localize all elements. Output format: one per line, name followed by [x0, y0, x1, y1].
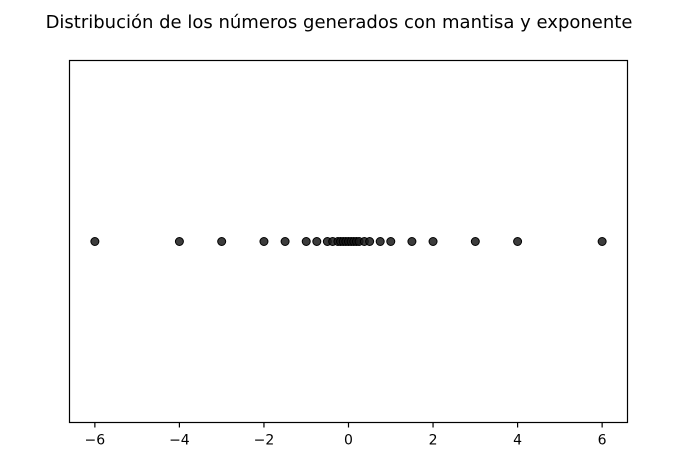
chart-title: Distribución de los números generados co… — [46, 12, 633, 33]
data-point — [375, 237, 385, 246]
data-point — [428, 237, 438, 246]
x-tick-label: −6 — [85, 433, 106, 449]
data-points — [90, 237, 607, 246]
data-point — [386, 237, 396, 246]
data-point — [365, 237, 375, 246]
data-point — [174, 237, 184, 246]
data-point — [90, 237, 100, 246]
x-tick-label: 4 — [513, 433, 522, 449]
data-point — [513, 237, 523, 246]
data-point — [217, 237, 227, 246]
data-point — [597, 237, 607, 246]
x-axis: −6 −4 −2 0 2 4 6 — [85, 422, 607, 449]
data-point — [312, 237, 322, 246]
x-tick-label: 6 — [598, 433, 607, 449]
x-tick-label: 2 — [429, 433, 438, 449]
data-point — [259, 237, 269, 246]
data-point — [407, 237, 417, 246]
x-tick-label: −2 — [254, 433, 275, 449]
data-point — [280, 237, 290, 246]
data-point — [301, 237, 311, 246]
data-point — [470, 237, 480, 246]
x-tick-label: 0 — [344, 433, 353, 449]
x-tick-label: −4 — [169, 433, 190, 449]
